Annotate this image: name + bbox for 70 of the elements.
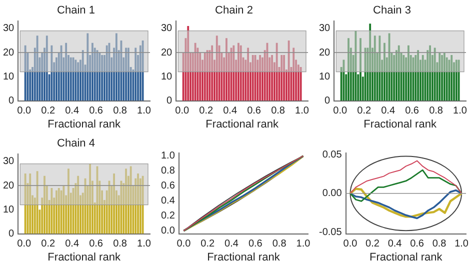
- x-tick-label: 0.6: [247, 106, 262, 117]
- x-axis-title: Fractional rank: [48, 118, 121, 130]
- y-tick-label: 0.2: [160, 210, 176, 222]
- y-tick-label: 10: [319, 71, 331, 82]
- x-tick-label: 0.8: [113, 238, 128, 250]
- y-tick-label: 10: [3, 71, 15, 82]
- x-tick-label: 0.6: [89, 106, 104, 117]
- x-tick-label: 0.8: [271, 106, 286, 117]
- x-tick-label: 0.2: [357, 106, 372, 117]
- x-tick-label: 1.0: [137, 106, 152, 117]
- y-tick-label: 0.0: [160, 226, 176, 237]
- x-tick-label: 0.4: [224, 238, 239, 250]
- x-tick-label: 0.6: [248, 238, 263, 250]
- x-axis-title: Fractional rank: [370, 251, 443, 264]
- chart-title: Chain 4: [57, 138, 95, 150]
- x-tick-label: 0.2: [199, 106, 214, 117]
- x-tick-label: 0.0: [17, 106, 32, 117]
- x-tick-label: 0.8: [432, 238, 447, 250]
- x-tick-label: 0.4: [65, 106, 80, 117]
- y-tick-label: 30: [3, 23, 15, 34]
- y-tick-label: 20: [3, 180, 15, 192]
- x-axis-title: Fractional rank: [48, 251, 121, 264]
- y-tick-label: 0: [8, 96, 15, 107]
- chart-title: Chain 3: [373, 4, 411, 17]
- chart-title: Chain 2: [215, 4, 253, 17]
- y-tick-label: -0.05: [318, 226, 342, 238]
- x-tick-label: 0.4: [65, 238, 80, 250]
- chart-title: Chain 1: [57, 4, 95, 17]
- y-tick-label: 1.0: [160, 150, 176, 162]
- x-tick-label: 0.8: [429, 106, 444, 117]
- x-tick-label: 1.0: [295, 106, 310, 117]
- y-tick-label: 0: [166, 96, 173, 107]
- y-tick-label: 30: [3, 156, 15, 168]
- x-tick-label: 0.6: [410, 238, 424, 250]
- y-tick-label: 30: [319, 23, 331, 34]
- x-tick-label: 0.4: [223, 106, 238, 117]
- y-tick-label: 0.05: [322, 149, 342, 160]
- x-tick-label: 0.2: [366, 238, 380, 250]
- y-tick-label: 20: [3, 47, 15, 58]
- x-tick-label: 0.6: [405, 106, 420, 117]
- x-tick-label: 0.2: [41, 238, 56, 250]
- y-tick-label: 0: [324, 96, 331, 107]
- x-axis-title: Fractional rank: [207, 251, 280, 264]
- x-tick-label: 1.0: [137, 238, 152, 250]
- x-tick-label: 1.0: [296, 238, 311, 250]
- y-tick-label: 0.00: [322, 188, 342, 200]
- y-tick-label: 0.8: [160, 166, 176, 177]
- x-tick-label: 0.6: [89, 238, 104, 250]
- x-tick-label: 0.4: [381, 106, 396, 117]
- x-tick-label: 0.8: [272, 238, 287, 250]
- y-tick-label: 0.6: [160, 180, 176, 192]
- x-tick-label: 0.2: [200, 238, 215, 250]
- x-tick-label: 0.0: [343, 238, 358, 250]
- x-axis-title: Fractional rank: [206, 118, 279, 130]
- x-tick-label: 0.0: [175, 106, 190, 117]
- y-tick-label: 0: [8, 228, 15, 240]
- y-tick-label: 20: [319, 47, 331, 58]
- x-tick-label: 0.0: [176, 238, 192, 250]
- y-tick-label: 10: [161, 71, 173, 82]
- y-tick-label: 20: [161, 47, 173, 58]
- y-tick-label: 10: [3, 204, 15, 216]
- y-tick-label: 30: [161, 23, 173, 34]
- x-tick-label: 0.2: [41, 106, 56, 117]
- x-axis-title: Fractional rank: [364, 118, 437, 130]
- x-tick-label: 1.0: [453, 106, 468, 117]
- x-tick-label: 0.0: [17, 238, 32, 250]
- y-tick-label: 0.4: [160, 196, 176, 207]
- x-tick-label: 1.0: [454, 238, 469, 250]
- x-tick-label: 0.4: [388, 238, 402, 250]
- x-tick-label: 0.8: [113, 106, 128, 117]
